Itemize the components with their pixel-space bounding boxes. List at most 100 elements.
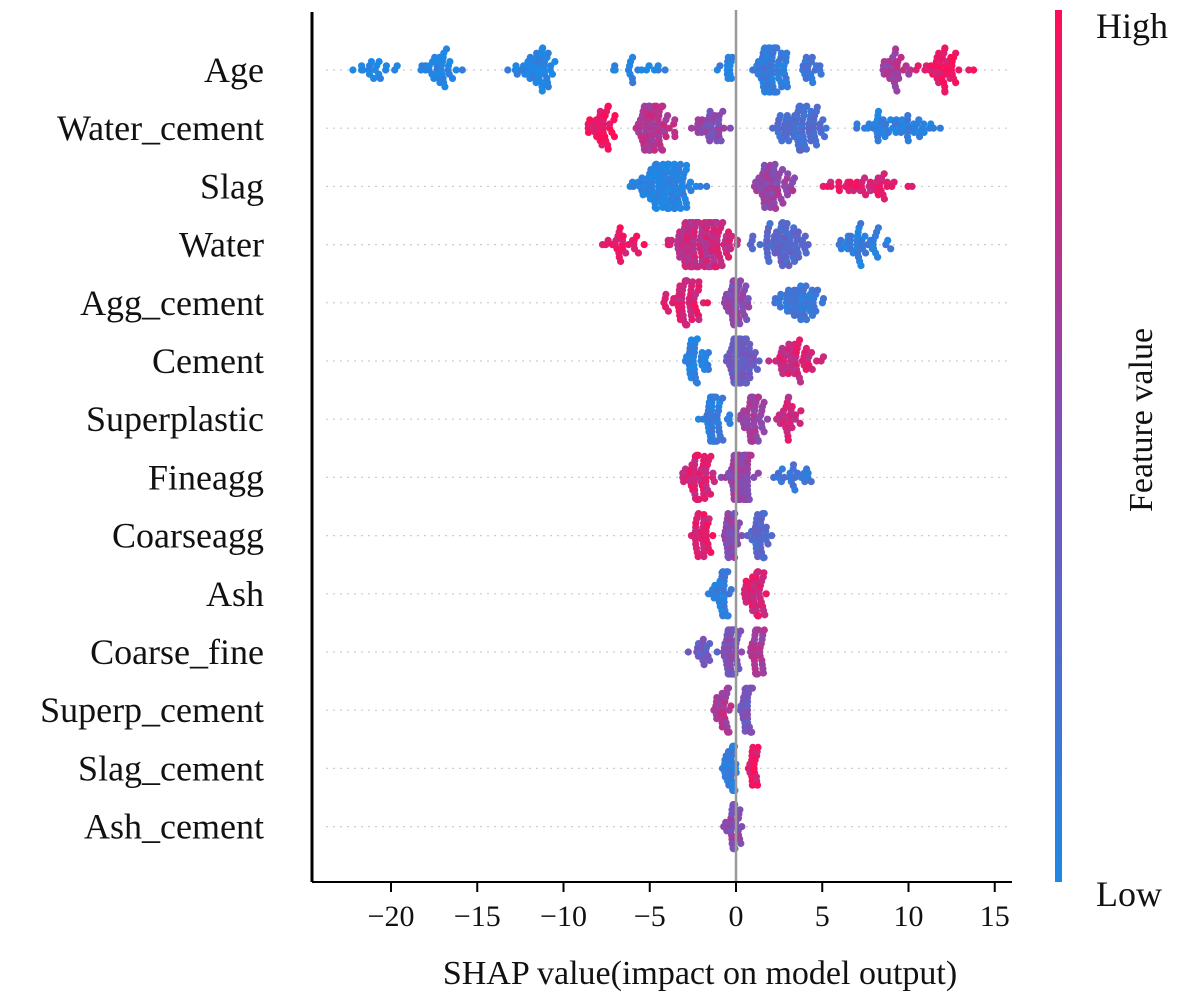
shap-point [827,182,835,190]
shap-point [920,128,928,136]
shap-point [695,495,703,503]
shap-point [955,66,963,74]
feature-row-points [684,626,768,678]
shap-point [790,224,798,232]
shap-point [696,182,704,190]
shap-point [936,124,944,132]
shap-point [861,232,869,240]
shap-point [654,62,662,70]
shap-point [804,469,812,477]
shap-point [728,232,736,240]
shap-point [706,656,714,665]
shap-point [446,58,454,66]
shap-point [777,290,785,298]
shap-point [783,220,791,228]
shap-point [776,303,785,311]
feature-row-points [626,160,916,212]
shap-point [796,419,804,427]
shap-point [748,245,757,253]
shap-point [694,451,702,459]
shap-point [448,74,457,82]
feature-label: Cement [152,341,264,381]
shap-point [792,411,800,419]
shap-point [808,53,816,62]
shap-point [746,340,754,348]
shap-point [725,253,733,261]
shap-point [874,224,883,232]
shap-point [720,124,728,132]
shap-point [662,133,670,141]
shap-point [819,353,828,361]
shap-point [802,53,810,62]
shap-point [726,419,734,427]
shap-point [706,640,714,648]
shap-point [544,83,552,91]
shap-point [862,249,870,257]
shap-point [929,124,938,132]
shap-point [617,257,625,265]
shap-point [629,53,637,62]
shap-point [857,220,865,228]
shap-point [788,424,796,432]
feature-row-points [679,451,815,503]
shap-point [783,49,791,57]
shap-point [760,554,768,562]
shap-point [441,83,449,91]
shap-point [746,374,754,382]
shap-point [749,232,757,240]
feature-labels: Age Water_cement Slag Water Agg_cement Cement… [40,50,264,847]
feature-label: Water [179,225,264,265]
shap-point [802,74,810,82]
shap-point [802,344,811,352]
shap-point [742,379,751,387]
shap-point [753,365,762,373]
feature-row-points [687,509,776,562]
shap-point [622,249,630,257]
shap-point [719,219,727,227]
shap-point [539,44,547,52]
shap-point [920,120,928,128]
shap-point [772,204,780,212]
x-tick-label: −10 [540,900,587,933]
shap-point [791,486,799,494]
shap-point [706,137,714,145]
shap-point [688,316,696,324]
shap-point [700,553,708,561]
feature-row-points [349,44,978,96]
shap-point [738,532,746,540]
shap-point [820,133,829,141]
shap-point [707,548,715,557]
shap-point [897,53,905,62]
shap-point [504,66,512,74]
shap-point [664,112,672,120]
shap-point [742,598,750,606]
shap-point [664,307,673,315]
shap-point [780,473,788,481]
shap-point [777,49,786,57]
shap-point [769,124,777,132]
feature-label: Fineagg [148,457,264,497]
shap-point [671,116,679,124]
shap-point [709,532,717,540]
shap-point [639,191,647,199]
shap-point [970,66,978,74]
shap-point [893,87,901,95]
shap-point [796,336,804,344]
shap-point [710,478,719,486]
shap-point [683,203,691,211]
shap-point [738,648,746,656]
shap-point [629,79,637,87]
shap-point [727,245,735,253]
shap-point [736,806,744,814]
shap-point [803,102,811,110]
shap-point [785,262,793,270]
shap-point [659,102,667,110]
shap-point [716,62,724,70]
shap-point [783,83,792,91]
feature-row-points [598,219,895,271]
shap-point [735,519,744,527]
shap-point [668,236,676,244]
shap-point [784,170,792,178]
shap-point [882,120,890,128]
shap-point [665,124,673,132]
